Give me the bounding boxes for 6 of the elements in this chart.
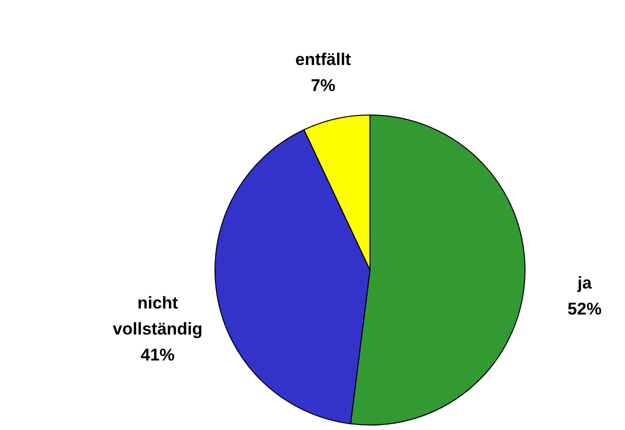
data-label: 41% <box>140 346 175 365</box>
slice-label: entfällt <box>295 50 352 70</box>
slice-label: nicht vollständig <box>112 294 203 339</box>
data-label: 7% <box>310 76 336 96</box>
slice-label: ja <box>576 274 592 292</box>
data-label: 52% <box>568 300 602 318</box>
